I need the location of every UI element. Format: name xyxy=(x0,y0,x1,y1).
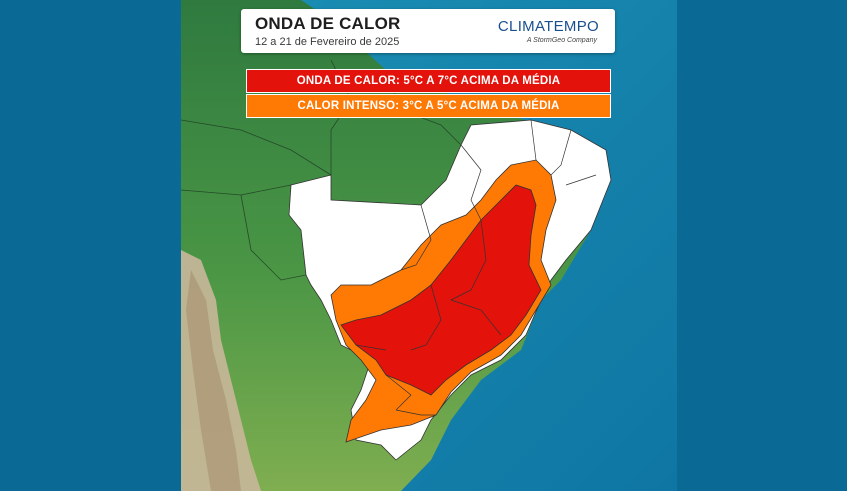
heat-wave-region xyxy=(340,184,542,396)
legend-intense-heat: CALOR INTENSO: 3°C A 5°C ACIMA DA MÉDIA xyxy=(246,94,611,118)
title-card: ONDA DE CALOR 12 a 21 de Fevereiro de 20… xyxy=(241,9,615,53)
state-borders xyxy=(355,119,597,416)
brand-logo: CLIMATEMPO xyxy=(497,18,599,35)
andes-ridge xyxy=(186,270,241,491)
brand-tagline: A StormGeo Company xyxy=(526,37,597,44)
legend-heat-wave: ONDA DE CALOR: 5°C A 7°C ACIMA DA MÉDIA xyxy=(246,69,611,93)
legend-heat-wave-label: ONDA DE CALOR: 5°C A 7°C ACIMA DA MÉDIA xyxy=(296,75,561,87)
right-ocean-border xyxy=(677,0,847,491)
legend-intense-heat-label: CALOR INTENSO: 3°C A 5°C ACIMA DA MÉDIA xyxy=(297,100,560,112)
page-title: ONDA DE CALOR xyxy=(255,14,401,33)
date-range: 12 a 21 de Fevereiro de 2025 xyxy=(255,36,400,48)
left-ocean-border xyxy=(0,0,181,491)
